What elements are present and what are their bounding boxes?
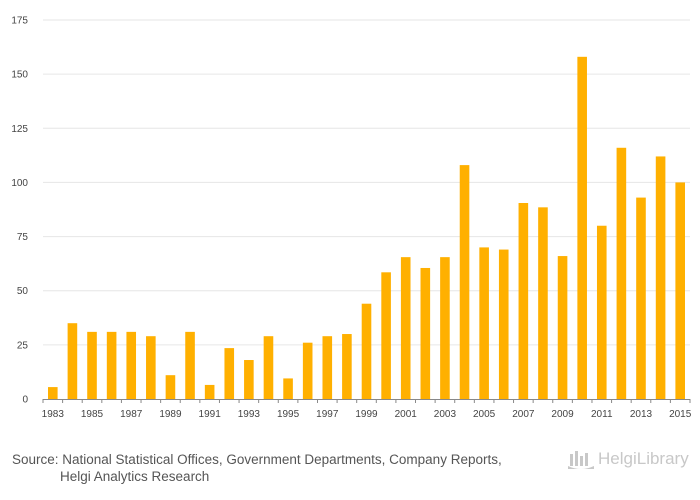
bar-1988	[146, 336, 156, 399]
bar-1994	[263, 336, 274, 399]
bar-1984	[67, 323, 78, 399]
bar-2000	[381, 272, 391, 399]
y-axis-ticks: 0 25 50 75 100 125 150 175	[11, 16, 28, 406]
bar-2005	[479, 247, 489, 399]
bar-1995	[283, 378, 293, 399]
bar-1992	[224, 348, 235, 399]
x-tick-label: 2009	[551, 409, 574, 420]
x-tick-label: 2007	[512, 409, 535, 420]
bar-2006	[498, 249, 509, 399]
bar-1985	[87, 331, 97, 399]
x-tick-label: 2005	[473, 409, 496, 420]
bar-2015	[675, 182, 685, 399]
bar-1996	[302, 342, 313, 399]
bar-1989	[165, 375, 176, 399]
bar-chart: 0 25 50 75 100 125 150 175 1983 1985 1987 1989 1991…	[11, 16, 692, 421]
x-tick-label: 1997	[316, 409, 339, 420]
gridlines	[43, 19, 690, 346]
y-tick-label: 175	[11, 16, 28, 27]
y-tick-label: 0	[22, 395, 28, 406]
bar-2011	[596, 225, 607, 399]
x-tick-label: 2001	[395, 409, 418, 420]
x-tick-label: 1993	[238, 409, 261, 420]
source-note: Source: National Statistical Offices, Go…	[12, 451, 502, 485]
y-tick-label: 150	[11, 70, 28, 81]
bar-1993	[244, 360, 254, 399]
x-tick-label: 2011	[591, 409, 613, 420]
library-logo-icon	[568, 451, 594, 469]
y-tick-label: 125	[11, 124, 28, 135]
bar-1997	[322, 336, 333, 399]
bar-2009	[557, 256, 568, 399]
bar-2012	[616, 147, 627, 399]
y-tick-label: 25	[17, 340, 29, 351]
source-line-2: Helgi Analytics Research	[60, 469, 210, 484]
x-tick-label: 2015	[669, 409, 692, 420]
bar-1986	[106, 331, 117, 399]
bar-1999	[361, 303, 372, 399]
x-tick-label: 2003	[434, 409, 457, 420]
bar-series	[48, 56, 685, 400]
bar-2008	[538, 207, 548, 399]
bar-2014	[655, 156, 666, 399]
x-tick-label: 1983	[42, 409, 65, 420]
x-tick-label: 1999	[355, 409, 378, 420]
brand-name: HelgiLibrary	[598, 449, 689, 468]
y-tick-label: 75	[17, 232, 29, 243]
bar-2004	[459, 165, 470, 399]
brand-logo: HelgiLibrary	[568, 448, 689, 470]
x-tick-label: 1991	[199, 409, 222, 420]
bar-2007	[518, 203, 529, 399]
y-tick-label: 100	[11, 178, 28, 189]
bar-2003	[440, 257, 450, 399]
x-tick-label: 1989	[159, 409, 182, 420]
y-tick-label: 50	[17, 286, 29, 297]
bar-1983	[48, 387, 58, 399]
bar-1991	[204, 384, 215, 399]
x-tick-label: 2013	[630, 409, 653, 420]
bar-2010	[577, 56, 587, 400]
x-tick-label: 1995	[277, 409, 300, 420]
x-tick-label: 1987	[120, 409, 143, 420]
bar-1998	[342, 334, 352, 399]
source-line-1: Source: National Statistical Offices, Go…	[12, 452, 502, 467]
x-axis: 1983 1985 1987 1989 1991 1993 1995 1997 1999 2001…	[42, 399, 692, 420]
x-tick-label: 1985	[81, 409, 104, 420]
bar-2001	[400, 257, 411, 399]
bar-1987	[126, 331, 137, 399]
bar-2013	[636, 197, 646, 399]
bar-2002	[420, 267, 431, 399]
bar-1990	[185, 331, 195, 399]
